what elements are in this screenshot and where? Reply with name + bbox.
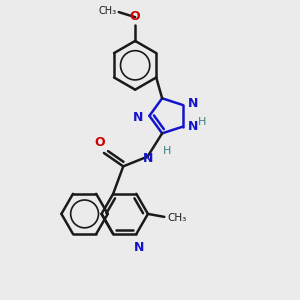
Text: N: N <box>143 152 154 164</box>
Text: H: H <box>198 117 207 127</box>
Text: H: H <box>163 146 171 157</box>
Text: O: O <box>94 136 105 148</box>
Text: N: N <box>188 120 199 133</box>
Text: CH₃: CH₃ <box>98 6 116 16</box>
Text: N: N <box>133 111 143 124</box>
Text: CH₃: CH₃ <box>167 213 187 224</box>
Text: N: N <box>188 97 199 110</box>
Text: N: N <box>134 241 144 254</box>
Text: O: O <box>130 10 140 23</box>
